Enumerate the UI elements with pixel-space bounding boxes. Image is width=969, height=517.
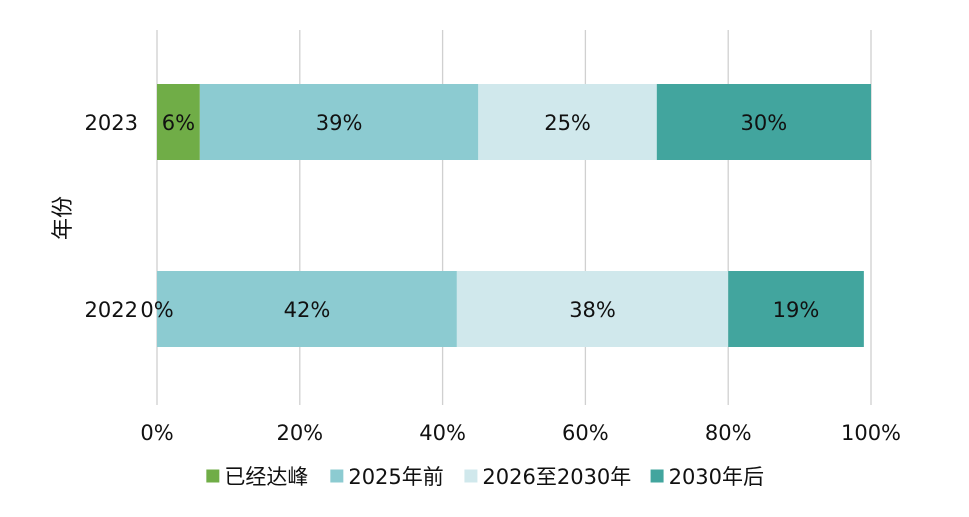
data-label: 30%: [741, 111, 788, 135]
bar-segment: [728, 271, 864, 347]
category-label: 2022: [85, 298, 138, 322]
bar-segment: [456, 271, 729, 347]
legend-item: 2030年后: [650, 465, 764, 489]
bar-segment: [478, 84, 657, 160]
x-tick-label: 40%: [419, 421, 466, 445]
legend-item: 2026至2030年: [464, 465, 631, 489]
legend-label: 2026至2030年: [482, 465, 631, 489]
data-label: 6%: [162, 111, 195, 135]
legend-swatch: [206, 469, 220, 483]
data-label: 25%: [544, 111, 591, 135]
legend-swatch: [464, 469, 478, 483]
x-tick-label: 0%: [140, 421, 173, 445]
x-tick-label: 60%: [562, 421, 609, 445]
legend-swatch: [650, 469, 664, 483]
legend-item: 2025年前: [330, 465, 444, 489]
data-labels: 6% 39% 25% 30% 0% 42% 38% 19%: [140, 111, 819, 322]
legend-label: 已经达峰: [224, 465, 308, 489]
x-axis-tick-labels: 0% 20% 40% 60% 80% 100%: [140, 421, 901, 445]
legend: 已经达峰 2025年前 2026至2030年 2030年后: [206, 465, 764, 489]
bar-segment: [656, 84, 871, 160]
y-axis-title: 年份: [51, 196, 76, 240]
legend-swatch: [330, 469, 344, 483]
category-labels: 2023 2022: [85, 111, 138, 322]
legend-label: 2030年后: [669, 465, 764, 489]
category-label: 2023: [85, 111, 138, 135]
data-label: 38%: [569, 298, 616, 322]
bar-segment: [199, 84, 479, 160]
data-label: 0%: [140, 298, 173, 322]
legend-label: 2025年前: [348, 465, 443, 489]
data-label: 19%: [773, 298, 820, 322]
bar-segment: [157, 84, 200, 160]
data-label: 42%: [284, 298, 331, 322]
data-label: 39%: [316, 111, 363, 135]
bars: [157, 84, 871, 347]
legend-item: 已经达峰: [206, 465, 308, 489]
bar-segment: [157, 271, 457, 347]
x-tick-label: 80%: [705, 421, 752, 445]
x-tick-label: 20%: [276, 421, 323, 445]
x-tick-label: 100%: [841, 421, 901, 445]
